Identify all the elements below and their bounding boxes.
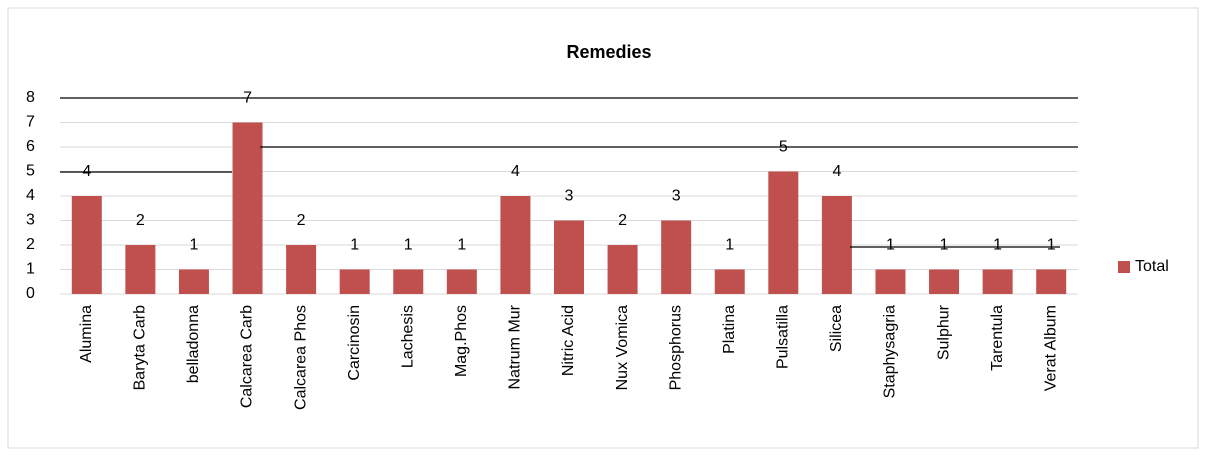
data-label: 1 — [993, 237, 1002, 254]
x-tick-label: Nux Vomica — [614, 305, 631, 390]
x-tick-label: Silicea — [828, 305, 845, 352]
legend-swatch — [1118, 261, 1130, 273]
y-tick-label: 8 — [26, 89, 35, 106]
chart-border — [7, 7, 1199, 449]
x-tick-label: Pulsatilla — [775, 305, 792, 369]
data-label: 2 — [297, 212, 306, 229]
x-tick-label: Alumina — [78, 305, 95, 363]
x-tick-label: Phosphorus — [667, 305, 684, 390]
bar — [607, 245, 638, 294]
y-tick-label: 2 — [26, 236, 35, 253]
bar — [982, 269, 1013, 294]
bar — [661, 220, 692, 294]
data-label: 1 — [189, 237, 198, 254]
x-tick-label: Platina — [721, 305, 738, 354]
x-tick-label: Calcarea Carb — [239, 305, 256, 408]
data-label: 1 — [350, 237, 359, 254]
data-label: 2 — [618, 212, 627, 229]
bar — [821, 196, 852, 294]
bar — [500, 196, 531, 294]
data-label: 4 — [832, 163, 841, 180]
data-label: 3 — [565, 188, 574, 205]
data-label: 2 — [136, 212, 145, 229]
data-label: 4 — [511, 163, 520, 180]
bar — [446, 269, 477, 294]
bar — [286, 245, 317, 294]
y-tick-label: 6 — [26, 138, 35, 155]
y-tick-label: 7 — [26, 114, 35, 131]
y-tick-label: 5 — [26, 163, 35, 180]
bar — [125, 245, 156, 294]
x-tick-label: Calcarea Phos — [292, 305, 309, 410]
y-tick-label: 3 — [26, 212, 35, 229]
x-tick-label: Verat Album — [1042, 305, 1059, 391]
x-tick-label: Tarentula — [989, 305, 1006, 371]
bar — [339, 269, 370, 294]
x-tick-label: Carcinosin — [346, 305, 363, 381]
y-tick-label: 0 — [26, 285, 35, 302]
bar — [178, 269, 209, 294]
x-tick-label: Natrum Mur — [507, 304, 524, 389]
bar — [929, 269, 960, 294]
bar — [714, 269, 745, 294]
data-label: 1 — [404, 237, 413, 254]
bar — [768, 171, 799, 294]
bar — [393, 269, 424, 294]
bar — [71, 196, 102, 294]
data-label: 1 — [725, 237, 734, 254]
data-label: 3 — [672, 188, 681, 205]
data-label: 1 — [886, 237, 895, 254]
x-tick-label: Lachesis — [399, 305, 416, 368]
bar — [554, 220, 584, 294]
x-tick-label: Nitric Acid — [560, 305, 577, 376]
x-tick-label: Mag.Phos — [453, 305, 470, 377]
x-tick-label: Baryta Carb — [132, 305, 149, 390]
y-tick-label: 4 — [26, 187, 35, 204]
plot-area: 0 1 2 3 4 5 6 7 8 Alumina Baryta Carb belladonna Cal… — [26, 89, 1169, 410]
x-tick-label: belladonna — [185, 305, 202, 383]
x-tick-label: Sulphur — [935, 304, 952, 360]
x-tick-label: Staphysagria — [882, 305, 899, 398]
bar — [875, 269, 906, 294]
y-tick-label: 1 — [26, 261, 35, 278]
data-label: 1 — [940, 237, 949, 254]
chart-title: Remedies — [566, 42, 651, 62]
data-label: 1 — [457, 237, 466, 254]
data-label: 1 — [1047, 237, 1056, 254]
bar — [1036, 269, 1067, 294]
legend-label: Total — [1135, 258, 1169, 275]
bar — [232, 122, 263, 294]
